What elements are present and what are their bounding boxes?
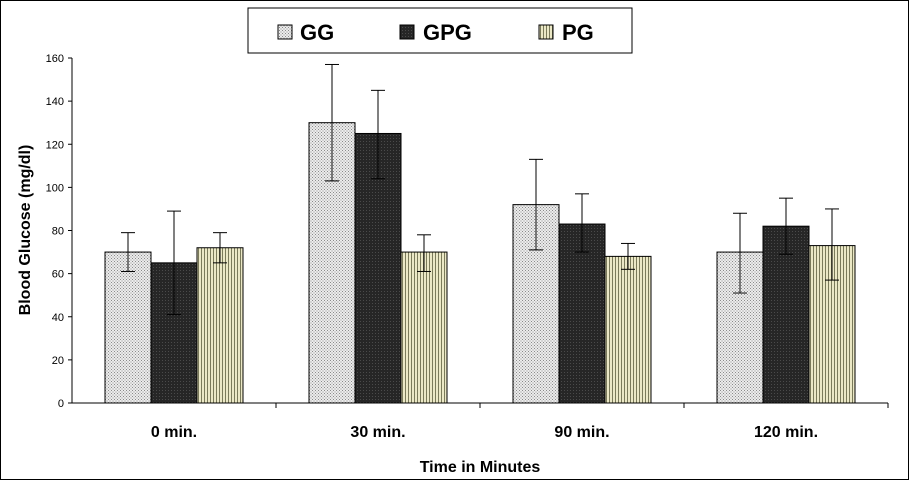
x-axis-title: Time in Minutes xyxy=(420,459,541,476)
legend-swatch-pg xyxy=(538,24,554,40)
y-tick-label: 120 xyxy=(46,139,64,151)
y-tick-label: 80 xyxy=(52,226,64,238)
legend-swatch-gpg xyxy=(399,24,415,40)
bar-pg-2 xyxy=(604,255,652,404)
legend-label-gpg: GPG xyxy=(423,20,472,45)
bar-pg-0 xyxy=(196,247,244,404)
y-tick-label: 0 xyxy=(58,398,64,410)
y-tick-label: 140 xyxy=(46,96,64,108)
bar-gg-0 xyxy=(104,251,152,404)
y-tick-label: 20 xyxy=(52,355,64,367)
y-tick-label: 60 xyxy=(52,269,64,281)
legend-swatch-gg xyxy=(277,24,293,40)
plot-area: 0 20 40 60 80 100 120 140 160 0 min. 30 min. 90 min… xyxy=(46,53,889,441)
legend: GG GPG PG xyxy=(247,7,633,54)
legend-label-gg: GG xyxy=(300,20,334,45)
y-tick-label: 160 xyxy=(46,53,64,65)
y-tick-label: 40 xyxy=(52,312,64,324)
legend-label-pg: PG xyxy=(562,20,594,45)
bar-gpg-3 xyxy=(762,225,810,404)
x-category-label: 120 min. xyxy=(754,424,818,441)
bar-gpg-2 xyxy=(558,223,606,404)
x-category-label: 0 min. xyxy=(151,424,197,441)
x-category-label: 90 min. xyxy=(554,424,609,441)
legend-box xyxy=(247,7,633,54)
y-axis-title: Blood Glucose (mg/dl) xyxy=(17,145,34,316)
x-category-label: 30 min. xyxy=(350,424,405,441)
bar-pg-1 xyxy=(400,251,448,404)
y-tick-label: 100 xyxy=(46,182,64,194)
